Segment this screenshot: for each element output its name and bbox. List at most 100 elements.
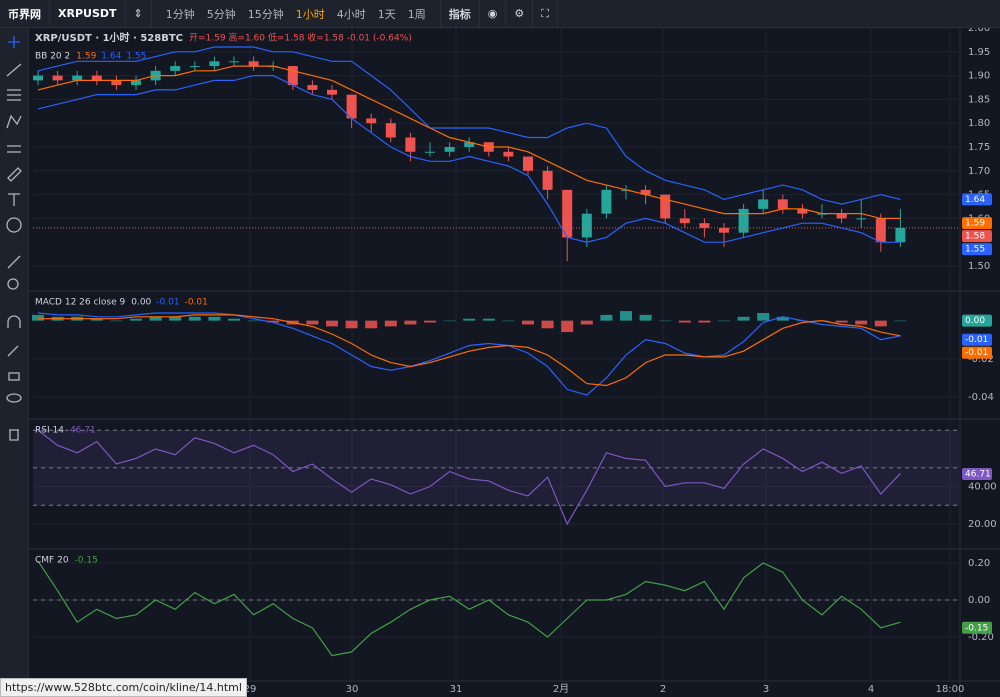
- histogram-bar: [737, 316, 750, 321]
- histogram-bar: [443, 320, 456, 322]
- prediction-tool[interactable]: [7, 145, 21, 153]
- histogram-bar: [384, 320, 397, 327]
- legend-value: 1.64: [101, 52, 121, 62]
- histogram-bar: [541, 320, 554, 329]
- histogram-bar: [522, 320, 534, 325]
- histogram-bar: [404, 320, 417, 325]
- candle-body: [464, 142, 475, 148]
- delete-tool[interactable]: [9, 429, 19, 441]
- candle-body: [895, 227, 906, 243]
- y-tick-label: -0.20: [968, 632, 994, 643]
- histogram-bar: [326, 320, 338, 327]
- compare-icon[interactable]: ⇕: [126, 0, 152, 27]
- logo[interactable]: 币界网: [0, 0, 50, 27]
- chart: 29 30 31 2月 2 3 4 18:00 2.00 1.95 1.90 1.85 1.80 1.75…: [29, 28, 1000, 697]
- axis-tag: [962, 621, 992, 634]
- axis-tag: [962, 217, 992, 230]
- histogram-bar: [835, 320, 848, 323]
- legend-label: MACD 12 26 close 9: [35, 298, 126, 308]
- interval-button[interactable]: 5分钟: [206, 7, 236, 21]
- candle-body: [189, 66, 200, 68]
- histogram-bar: [718, 320, 730, 322]
- time-label: 18:00: [936, 684, 965, 695]
- candle-body: [542, 170, 553, 190]
- time-label: 29: [244, 684, 257, 695]
- indicators-button[interactable]: 指标: [441, 0, 480, 27]
- axis-tag-label: -0.15: [965, 623, 988, 633]
- candle-body: [719, 227, 729, 233]
- axis-tag: [962, 230, 992, 243]
- candle-body: [111, 80, 122, 86]
- y-tick-label: 20.00: [968, 519, 997, 530]
- symbol[interactable]: XRPUSDT: [50, 0, 126, 27]
- interval-button[interactable]: 1小时: [295, 7, 325, 21]
- candle-body: [72, 75, 83, 81]
- legend-value: 0.00: [131, 298, 151, 308]
- time-label: 31: [450, 684, 463, 695]
- visibility-tool[interactable]: [6, 393, 22, 403]
- interval-button[interactable]: 1分钟: [165, 7, 195, 21]
- candle-body: [875, 218, 886, 243]
- histogram-bar: [345, 320, 358, 329]
- candle-body: [581, 213, 592, 238]
- series-line: [37, 65, 901, 219]
- candle-body: [444, 147, 455, 152]
- y-tick-label: -0.04: [968, 392, 994, 403]
- lock-tool[interactable]: [8, 372, 20, 381]
- candle-body: [758, 199, 769, 209]
- emoji-tool[interactable]: [6, 217, 22, 233]
- text-tool[interactable]: [8, 193, 20, 206]
- candle-body: [248, 61, 259, 67]
- y-tick-label: 1.70: [968, 166, 990, 177]
- histogram-bar: [894, 320, 907, 322]
- interval-button[interactable]: 15分钟: [247, 7, 284, 21]
- settings-button[interactable]: ⚙: [506, 0, 534, 27]
- histogram-bar: [130, 318, 142, 321]
- y-tick-label: 0.00: [968, 595, 990, 606]
- axis-tag: [962, 314, 992, 327]
- pattern-tool[interactable]: [6, 114, 22, 129]
- histogram-bar: [149, 316, 162, 321]
- axis-tag-label: 1.55: [965, 245, 985, 255]
- interval-button[interactable]: 4小时: [336, 7, 366, 21]
- snapshot-button[interactable]: ◉: [480, 0, 507, 27]
- series-line: [38, 314, 901, 387]
- y-tick-label: 1.50: [968, 261, 990, 272]
- trendline-tool[interactable]: [6, 63, 22, 77]
- legend-value: 1.55: [126, 52, 146, 62]
- ruler-tool[interactable]: [7, 255, 21, 269]
- fullscreen-button[interactable]: ⛶: [533, 0, 558, 27]
- ohlc-values: 开=1.59 高=1.60 低=1.58 收=1.58 -0.01 (-0.64…: [189, 32, 412, 44]
- y-tick-label: 1.75: [968, 142, 990, 153]
- y-tick-label: 40.00: [968, 482, 997, 493]
- histogram-bar: [169, 316, 182, 321]
- zoom-tool[interactable]: [7, 278, 19, 290]
- histogram-bar: [365, 320, 378, 329]
- axis-tag: [962, 243, 992, 256]
- histogram-bar: [306, 320, 319, 325]
- candle-body: [797, 208, 808, 214]
- candle-body: [523, 156, 533, 171]
- candle-body: [836, 213, 847, 219]
- lock-draw-tool[interactable]: [7, 345, 19, 357]
- candle-body: [327, 89, 337, 95]
- crosshair-tool[interactable]: [8, 36, 20, 48]
- interval-button[interactable]: 1天: [377, 7, 396, 21]
- histogram-bar: [580, 320, 593, 325]
- fib-tool[interactable]: [7, 89, 21, 101]
- histogram-bar: [620, 311, 632, 321]
- y-tick-label: 1.85: [968, 94, 990, 105]
- interval-button[interactable]: 1周: [407, 7, 426, 21]
- time-label: 4: [868, 684, 874, 695]
- candle-body: [601, 189, 612, 214]
- brush-tool[interactable]: [7, 167, 22, 182]
- histogram-bar: [247, 320, 260, 322]
- time-label: 2月: [553, 683, 569, 695]
- histogram-bar: [32, 314, 44, 321]
- histogram-bar: [502, 320, 515, 322]
- candle-body: [33, 75, 43, 81]
- histogram-bar: [424, 320, 436, 323]
- histogram-bar: [757, 313, 770, 321]
- candle-body: [287, 66, 298, 86]
- magnet-tool[interactable]: [7, 315, 21, 328]
